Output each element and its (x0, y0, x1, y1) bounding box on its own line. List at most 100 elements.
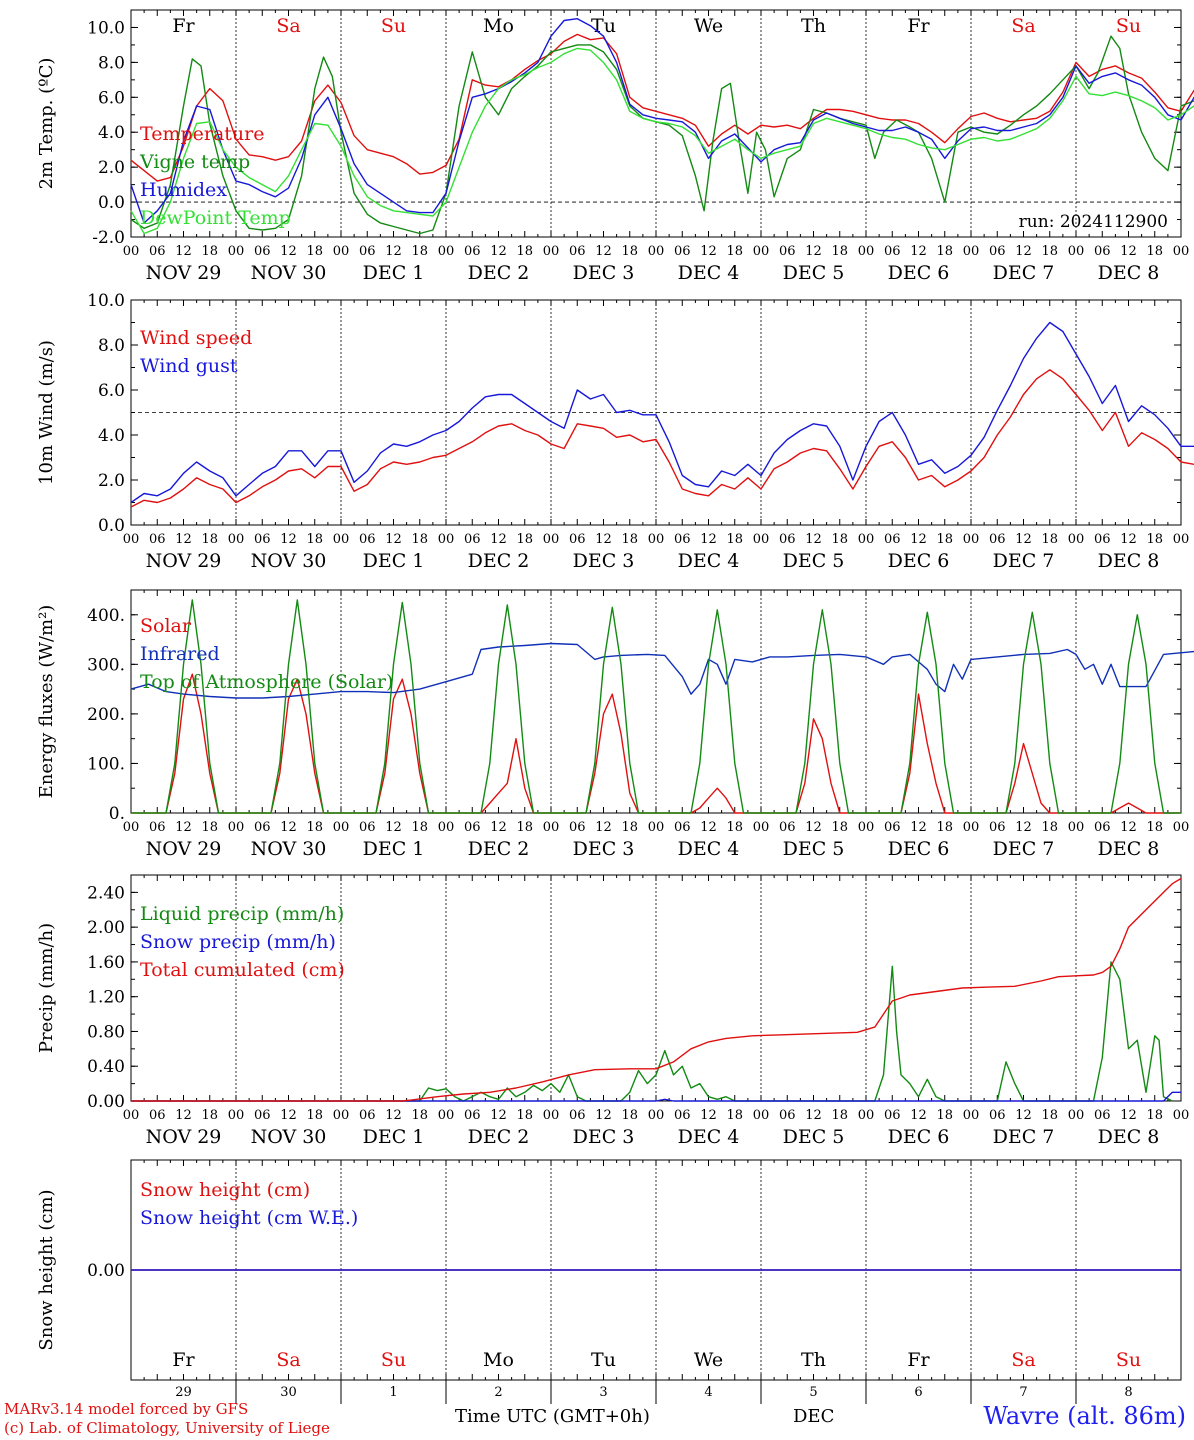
hour-tick-label: 00 (228, 244, 245, 259)
weekday-label: Fr (172, 1349, 195, 1371)
legend-entry: Snow height (cm W.E.) (140, 1207, 358, 1229)
legend-entry: Temperature (140, 123, 264, 145)
hour-tick-label: 06 (674, 820, 691, 835)
hour-tick-label: 18 (516, 1108, 533, 1123)
hour-tick-label: 12 (385, 532, 402, 547)
hour-tick-label: 12 (595, 532, 612, 547)
hour-tick-label: 18 (726, 532, 743, 547)
hour-tick-label: 18 (1146, 1108, 1163, 1123)
hour-tick-label: 00 (1173, 244, 1190, 259)
hour-tick-label: 00 (963, 532, 980, 547)
y-tick-label: 8.0 (98, 53, 125, 73)
hour-tick-label: 00 (858, 532, 875, 547)
hour-tick-label: 06 (149, 244, 166, 259)
hour-tick-label: 18 (936, 244, 953, 259)
weekday-label: Th (801, 1349, 826, 1371)
date-label: NOV 29 (146, 262, 222, 284)
weekday-label: Fr (907, 1349, 930, 1371)
series-line (130, 35, 1194, 235)
weekday-label: Sa (276, 1349, 300, 1371)
hour-tick-label: 18 (516, 820, 533, 835)
hour-tick-label: 12 (1120, 244, 1137, 259)
day-number-label: 6 (914, 1385, 922, 1400)
weekday-label: We (694, 15, 723, 37)
hour-tick-label: 12 (595, 820, 612, 835)
series-line (131, 1091, 1181, 1102)
date-label: DEC 8 (1098, 838, 1160, 860)
hour-tick-label: 12 (385, 1108, 402, 1123)
hour-tick-label: 06 (254, 1108, 271, 1123)
date-label: DEC 6 (888, 838, 950, 860)
panel-4: 0.00 0.40 0.80 1.20 1.60 2.00 2.40 Precip (mm/h… (36, 874, 1189, 1148)
series-line (130, 321, 1194, 504)
day-number-label: 30 (280, 1385, 297, 1400)
y-tick-label: 200. (87, 705, 125, 725)
hour-tick-label: 12 (175, 1108, 192, 1123)
hour-tick-label: 12 (280, 820, 297, 835)
hour-tick-label: 00 (858, 1108, 875, 1123)
date-label: DEC 8 (1098, 1126, 1160, 1148)
y-tick-label: 400. (87, 606, 125, 626)
meteogram-panels: -2.00.02.04.06.08.010.02m Temp. (ºC)00 06… (36, 9, 1194, 1404)
hour-tick-label: 06 (674, 244, 691, 259)
date-label: DEC 5 (783, 838, 845, 860)
hour-tick-label: 18 (1146, 244, 1163, 259)
hour-tick-label: 12 (280, 1108, 297, 1123)
date-label: DEC 5 (783, 1126, 845, 1148)
hour-tick-label: 18 (411, 532, 428, 547)
hour-tick-label: 18 (306, 244, 323, 259)
hour-tick-label: 18 (306, 532, 323, 547)
hour-tick-label: 00 (333, 532, 350, 547)
hour-tick-label: 00 (123, 532, 140, 547)
hour-tick-label: 06 (1094, 244, 1111, 259)
hour-tick-label: 18 (306, 820, 323, 835)
hour-tick-label: 06 (254, 244, 271, 259)
date-label: DEC 2 (468, 262, 530, 284)
y-tick-label: 2.00 (87, 918, 125, 938)
y-tick-label: 2.40 (87, 883, 125, 903)
hour-tick-label: 00 (648, 1108, 665, 1123)
weekday-label: Su (381, 15, 406, 37)
hour-tick-label: 00 (648, 820, 665, 835)
date-label: DEC 3 (573, 550, 635, 572)
hour-tick-label: 06 (149, 1108, 166, 1123)
hour-tick-label: 18 (411, 244, 428, 259)
hour-tick-label: 06 (464, 1108, 481, 1123)
y-tick-label: 4.0 (98, 123, 125, 143)
panel-3: 0. 100. 200. 300. 400. Energy fluxes (W/m²) 00… (36, 589, 1194, 860)
hour-tick-label: 12 (805, 244, 822, 259)
y-tick-label: 10.0 (87, 18, 125, 38)
legend-entry: Top of Atmosphere (Solar) (140, 671, 393, 693)
hour-tick-label: 00 (1068, 244, 1085, 259)
day-number-label: 1 (389, 1385, 397, 1400)
hour-tick-label: 12 (910, 532, 927, 547)
date-label: DEC 1 (363, 1126, 425, 1148)
series-line (131, 877, 1182, 1102)
hour-tick-label: 00 (228, 820, 245, 835)
day-number-label: 8 (1124, 1385, 1132, 1400)
hour-tick-label: 12 (700, 532, 717, 547)
series-line (130, 642, 1194, 699)
hour-tick-label: 18 (831, 532, 848, 547)
hour-tick-label: 06 (1094, 532, 1111, 547)
hour-tick-label: 18 (516, 532, 533, 547)
y-tick-label: 0.00 (87, 1092, 125, 1112)
day-number-label: 29 (175, 1385, 192, 1400)
hour-tick-label: 12 (910, 1108, 927, 1123)
hour-tick-label: 00 (753, 820, 770, 835)
hour-tick-label: 06 (149, 820, 166, 835)
y-tick-label: 0.0 (98, 193, 125, 213)
hour-tick-label: 18 (621, 244, 638, 259)
y-tick-label: 0.80 (87, 1022, 125, 1042)
hour-tick-label: 06 (884, 532, 901, 547)
weekday-label: Su (1116, 15, 1141, 37)
hour-tick-label: 06 (569, 244, 586, 259)
hour-tick-label: 12 (175, 244, 192, 259)
hour-tick-label: 06 (989, 820, 1006, 835)
hour-tick-label: 18 (726, 820, 743, 835)
weekday-label: Mo (483, 1349, 514, 1371)
hour-tick-label: 00 (1068, 1108, 1085, 1123)
hour-tick-label: 06 (884, 1108, 901, 1123)
hour-tick-label: 12 (490, 1108, 507, 1123)
legend-entry: Wind speed (140, 327, 252, 349)
